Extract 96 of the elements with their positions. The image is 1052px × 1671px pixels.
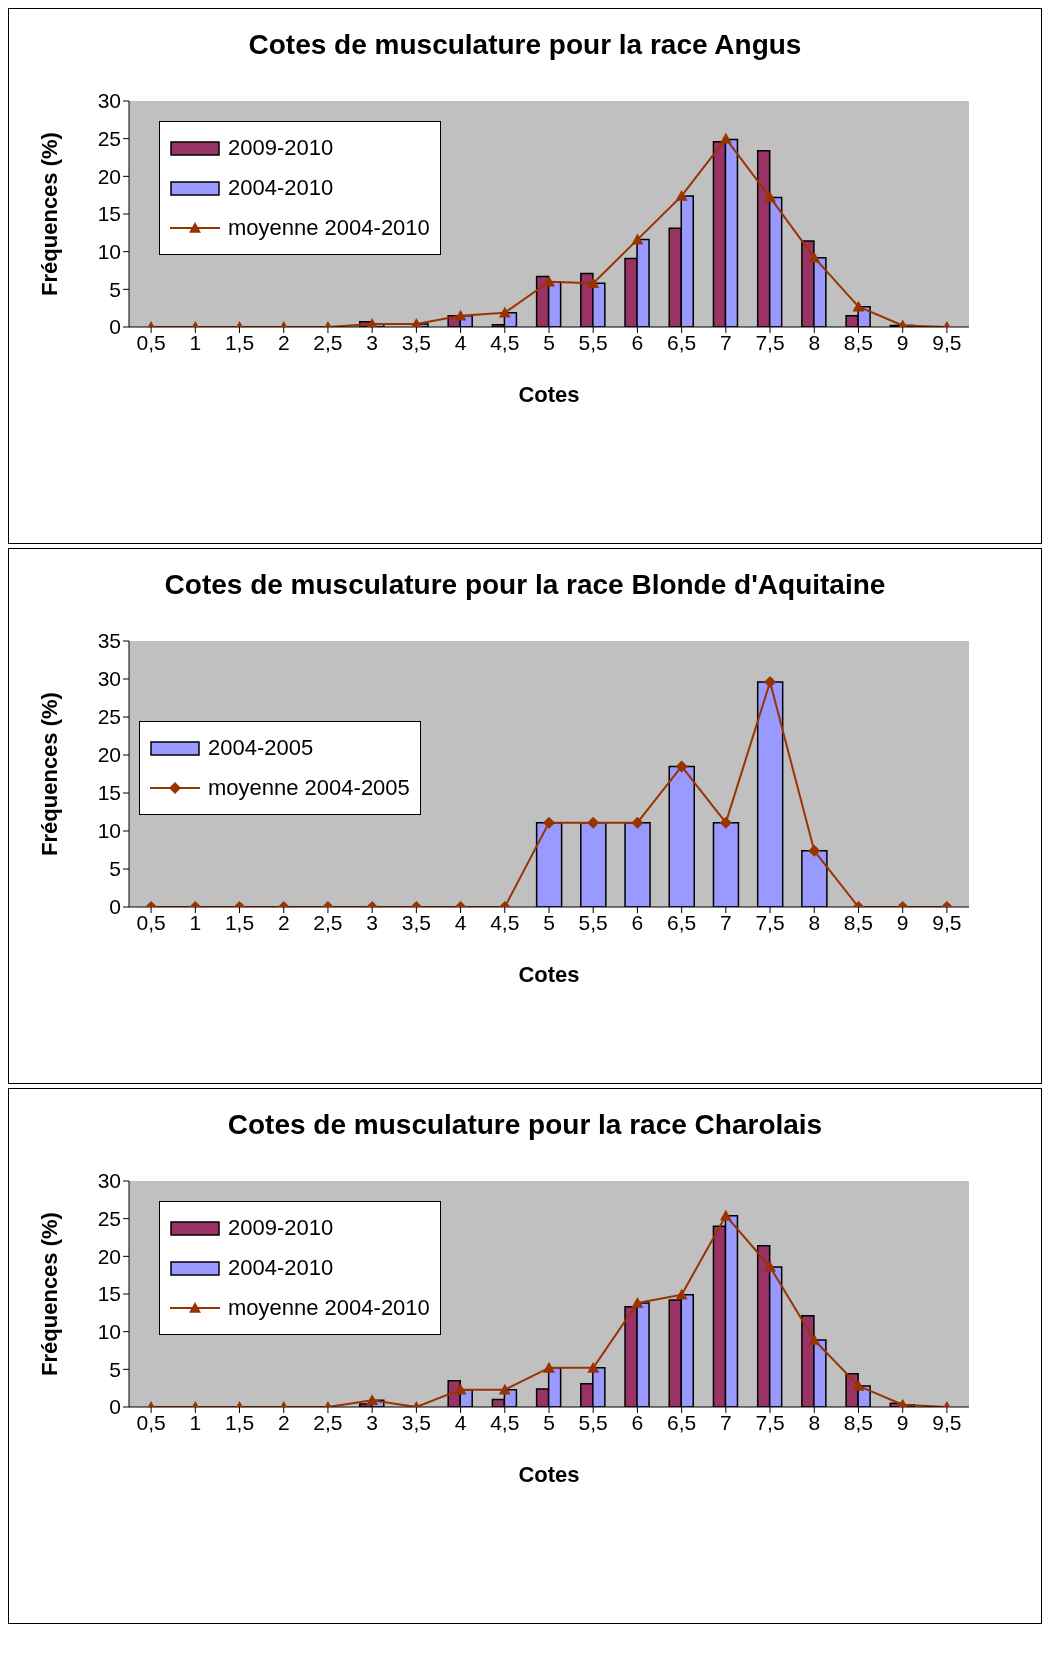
legend-label: 2004-2010	[228, 1255, 334, 1281]
y-axis-title: Fréquences (%)	[36, 132, 62, 296]
x-tick-label: 2,5	[313, 330, 343, 354]
y-tick-label: 0	[109, 315, 121, 339]
x-tick-label: 8,5	[843, 910, 874, 934]
x-tick-label: 4	[454, 330, 467, 354]
y-tick-label: 30	[97, 1169, 121, 1193]
y-tick-label: 10	[97, 819, 121, 843]
x-tick-label: 2	[277, 330, 290, 354]
x-tick-label: 1	[189, 330, 202, 354]
x-axis-title: Cotes	[518, 1462, 580, 1487]
x-tick-label: 7	[720, 1410, 732, 1434]
x-tick-label: 0,5	[136, 1410, 166, 1434]
x-tick-label: 8,5	[843, 330, 874, 354]
y-tick-label: 5	[109, 857, 121, 881]
x-tick-label: 2	[277, 1410, 290, 1434]
y-tick-label: 20	[97, 1244, 121, 1268]
x-tick-label: 5,5	[578, 1410, 608, 1434]
x-tick-label: 4,5	[490, 910, 520, 934]
y-tick-label: 10	[97, 240, 121, 264]
y-tick-label: 20	[97, 164, 121, 188]
y-tick-label: 5	[109, 277, 121, 301]
y-tick-label: 10	[97, 1320, 121, 1344]
legend-label: moyenne 2004-2010	[228, 215, 430, 241]
y-axis-title: Fréquences (%)	[36, 692, 62, 856]
x-tick-label: 1,5	[224, 1410, 255, 1434]
x-tick-label: 7,5	[755, 910, 785, 934]
x-tick-label: 2,5	[313, 1410, 343, 1434]
x-axis-title: Cotes	[518, 382, 580, 407]
x-tick-label: 7	[720, 910, 732, 934]
x-tick-label: 2	[277, 910, 290, 934]
y-tick-label: 15	[97, 781, 121, 805]
chart-title: Cotes de musculature pour la race Charolais	[226, 1109, 824, 1141]
x-tick-label: 4	[454, 1410, 467, 1434]
legend-label: 2004-2010	[228, 175, 334, 201]
x-tick-label: 9	[896, 330, 909, 354]
y-tick-label: 0	[109, 1395, 121, 1419]
x-tick-label: 9	[896, 1410, 909, 1434]
x-tick-label: 1,5	[224, 910, 255, 934]
x-tick-label: 5	[543, 330, 555, 354]
legend-label: moyenne 2004-2005	[208, 775, 410, 801]
x-tick-label: 2,5	[313, 910, 343, 934]
y-tick-label: 25	[97, 705, 121, 729]
y-tick-label: 15	[97, 1282, 121, 1306]
x-tick-label: 3,5	[401, 330, 431, 354]
x-tick-label: 6	[631, 1410, 644, 1434]
x-tick-label: 3	[366, 1410, 378, 1434]
x-tick-label: 8,5	[843, 1410, 874, 1434]
chart-title: Cotes de musculature pour la race Blonde d'Aquitaine	[163, 569, 887, 601]
x-tick-label: 4,5	[490, 330, 520, 354]
x-tick-label: 5,5	[578, 910, 608, 934]
x-tick-label: 0,5	[136, 330, 166, 354]
x-tick-label: 6	[631, 910, 644, 934]
x-tick-label: 8	[808, 910, 821, 934]
y-tick-label: 25	[97, 1207, 121, 1231]
x-tick-label: 1	[189, 910, 202, 934]
legend-label: 2009-2010	[228, 1215, 334, 1241]
x-tick-label: 4	[454, 910, 467, 934]
x-tick-label: 0,5	[136, 910, 166, 934]
y-axis-title: Fréquences (%)	[36, 1212, 62, 1376]
x-tick-label: 9	[896, 910, 909, 934]
x-tick-label: 9,5	[932, 1410, 962, 1434]
x-tick-label: 3	[366, 330, 378, 354]
y-tick-label: 0	[109, 895, 121, 919]
x-tick-label: 5	[543, 910, 555, 934]
x-tick-label: 1	[189, 1410, 202, 1434]
x-axis-title: Cotes	[518, 962, 580, 987]
x-tick-label: 5	[543, 1410, 555, 1434]
x-tick-label: 7,5	[755, 1410, 785, 1434]
y-tick-label: 25	[97, 127, 121, 151]
x-tick-label: 6,5	[667, 330, 697, 354]
chart-title: Cotes de musculature pour la race Angus	[247, 29, 803, 61]
legend-label: 2004-2005	[208, 735, 314, 761]
x-tick-label: 3,5	[401, 910, 431, 934]
x-tick-label: 7	[720, 330, 732, 354]
x-tick-label: 7,5	[755, 330, 785, 354]
x-tick-label: 9,5	[932, 330, 962, 354]
y-tick-label: 20	[97, 743, 121, 767]
y-tick-label: 5	[109, 1357, 121, 1381]
x-tick-label: 6	[631, 330, 644, 354]
x-tick-label: 9,5	[932, 910, 962, 934]
x-tick-label: 3	[366, 910, 378, 934]
x-tick-label: 4,5	[490, 1410, 520, 1434]
y-tick-label: 15	[97, 202, 121, 226]
x-tick-label: 3,5	[401, 1410, 431, 1434]
x-tick-label: 6,5	[667, 910, 697, 934]
x-tick-label: 8	[808, 1410, 821, 1434]
x-tick-label: 1,5	[224, 330, 255, 354]
x-tick-label: 5,5	[578, 330, 608, 354]
x-tick-label: 6,5	[667, 1410, 697, 1434]
legend-label: moyenne 2004-2010	[228, 1295, 430, 1321]
legend-label: 2009-2010	[228, 135, 334, 161]
x-tick-label: 8	[808, 330, 821, 354]
y-tick-label: 30	[97, 89, 121, 113]
y-tick-label: 35	[97, 629, 121, 653]
y-tick-label: 30	[97, 667, 121, 691]
